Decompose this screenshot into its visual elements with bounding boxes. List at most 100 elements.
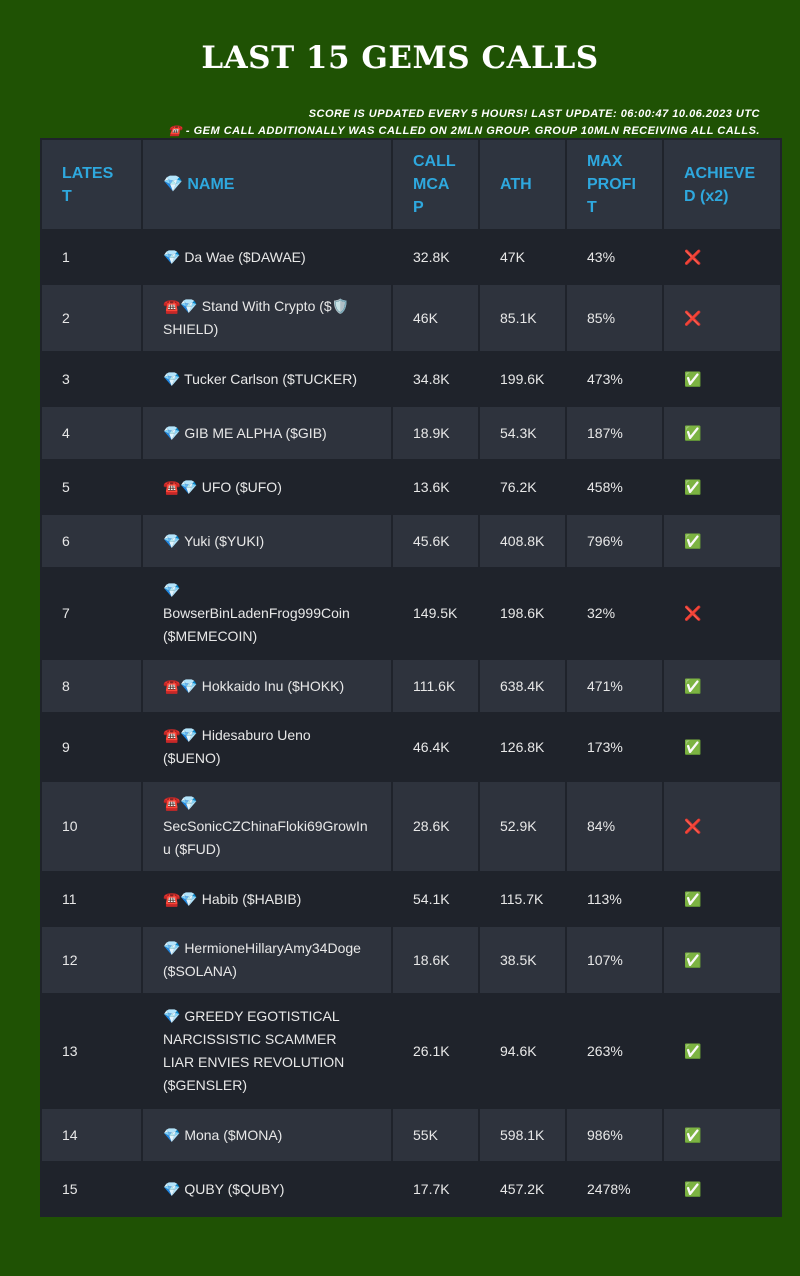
table-cell: 17.7K [391, 1161, 480, 1217]
table-cell: 76.2K [478, 459, 567, 515]
table-cell: 55K [391, 1107, 480, 1163]
table-cell: ✅ [662, 1161, 782, 1217]
table-cell: 34.8K [391, 351, 480, 407]
table-cell: 986% [565, 1107, 664, 1163]
table-cell: 9 [40, 712, 143, 782]
table-cell: 11 [40, 871, 143, 927]
table-cell: ✅ [662, 351, 782, 407]
table-row: 7 💎 BowserBinLadenFrog999Coin ($MEMECOIN)… [40, 567, 782, 660]
table-cell: 187% [565, 405, 664, 461]
table-cell: 💎 Mona ($MONA) [141, 1107, 393, 1163]
table-row: 1 💎 Da Wae ($DAWAE) 32.8K 47K 43% ❌ [40, 229, 782, 285]
table-cell: ❌ [662, 283, 782, 353]
table-cell: 115.7K [478, 871, 567, 927]
table-cell: 126.8K [478, 712, 567, 782]
table-cell: 26.1K [391, 993, 480, 1109]
table-cell: 52.9K [478, 780, 567, 873]
table-cell: 173% [565, 712, 664, 782]
table-cell: 8 [40, 658, 143, 714]
table-cell: ❌ [662, 567, 782, 660]
table-row: 2 ☎️💎 Stand With Crypto ($🛡️SHIELD) 46K 85.… [40, 283, 782, 353]
table-row: 8 ☎️💎 Hokkaido Inu ($HOKK) 111.6K 638.4K 471… [40, 658, 782, 714]
column-header: ACHIEVED (x2) [662, 138, 782, 231]
table-cell: ✅ [662, 925, 782, 995]
table-cell: 457.2K [478, 1161, 567, 1217]
table-cell: 💎 GREEDY EGOTISTICAL NARCISSISTIC SCAMME… [141, 993, 393, 1109]
table-cell: 4 [40, 405, 143, 461]
table-row: 3 💎 Tucker Carlson ($TUCKER) 34.8K 199.6K 47… [40, 351, 782, 407]
table-cell: ☎️💎 Stand With Crypto ($🛡️SHIELD) [141, 283, 393, 353]
table-cell: 45.6K [391, 513, 480, 569]
table-cell: 471% [565, 658, 664, 714]
table-row: 13 💎 GREEDY EGOTISTICAL NARCISSISTIC SCAM… [40, 993, 782, 1109]
table-cell: 46.4K [391, 712, 480, 782]
table-cell: 198.6K [478, 567, 567, 660]
legend-note: ☎️ - GEM CALL ADDITIONALLY WAS CALLED ON… [168, 125, 760, 137]
table-cell: 598.1K [478, 1107, 567, 1163]
table-cell: ☎️💎 UFO ($UFO) [141, 459, 393, 515]
table-cell: 796% [565, 513, 664, 569]
table-cell: ✅ [662, 712, 782, 782]
table-cell: 111.6K [391, 658, 480, 714]
table-cell: 💎 Da Wae ($DAWAE) [141, 229, 393, 285]
table-cell: 13 [40, 993, 143, 1109]
table-cell: ✅ [662, 459, 782, 515]
table-cell: ✅ [662, 993, 782, 1109]
table-cell: 💎 Yuki ($YUKI) [141, 513, 393, 569]
table-cell: 43% [565, 229, 664, 285]
table-cell: ✅ [662, 658, 782, 714]
table-cell: 458% [565, 459, 664, 515]
table-cell: 263% [565, 993, 664, 1109]
table-cell: ✅ [662, 871, 782, 927]
table-cell: ❌ [662, 229, 782, 285]
column-header: CALL MCAP [391, 138, 480, 231]
table-cell: 113% [565, 871, 664, 927]
table-row: 14 💎 Mona ($MONA) 55K 598.1K 986% ✅ [40, 1107, 782, 1163]
table-cell: 💎 HermioneHillaryAmy34Doge ($SOLANA) [141, 925, 393, 995]
table-cell: 15 [40, 1161, 143, 1217]
table-row: 12 💎 HermioneHillaryAmy34Doge ($SOLANA) 18… [40, 925, 782, 995]
table-cell: 84% [565, 780, 664, 873]
table-cell: 10 [40, 780, 143, 873]
table-row: 5 ☎️💎 UFO ($UFO) 13.6K 76.2K 458% ✅ [40, 459, 782, 515]
column-header: LATEST [40, 138, 143, 231]
header-row: LATEST 💎 NAME CALL MCAP ATH MAX PROFIT ACHIEV… [40, 138, 782, 231]
table-cell: 💎 GIB ME ALPHA ($GIB) [141, 405, 393, 461]
table-cell: ❌ [662, 780, 782, 873]
table-cell: 💎 BowserBinLadenFrog999Coin ($MEMECOIN) [141, 567, 393, 660]
table-cell: 54.1K [391, 871, 480, 927]
table-cell: 5 [40, 459, 143, 515]
table-cell: 85.1K [478, 283, 567, 353]
table-cell: 473% [565, 351, 664, 407]
notes: SCORE IS UPDATED EVERY 5 HOURS! LAST UPD… [168, 106, 760, 140]
column-header: MAX PROFIT [565, 138, 664, 231]
table-row: 6 💎 Yuki ($YUKI) 45.6K 408.8K 796% ✅ [40, 513, 782, 569]
table-cell: 💎 Tucker Carlson ($TUCKER) [141, 351, 393, 407]
table-cell: 149.5K [391, 567, 480, 660]
table-cell: 38.5K [478, 925, 567, 995]
table-row: 9 ☎️💎 Hidesaburo Ueno ($UENO) 46.4K 126.8K 1… [40, 712, 782, 782]
table-cell: 3 [40, 351, 143, 407]
table-cell: 2 [40, 283, 143, 353]
table-cell: 32% [565, 567, 664, 660]
table-row: 10 ☎️💎 SecSonicCZChinaFloki69GrowInu ($FU… [40, 780, 782, 873]
table-cell: ☎️💎 Hokkaido Inu ($HOKK) [141, 658, 393, 714]
table-cell: 54.3K [478, 405, 567, 461]
table-row: 15 💎 QUBY ($QUBY) 17.7K 457.2K 2478% ✅ [40, 1161, 782, 1217]
table-cell: 13.6K [391, 459, 480, 515]
table-cell: 408.8K [478, 513, 567, 569]
table-cell: 14 [40, 1107, 143, 1163]
table-cell: 94.6K [478, 993, 567, 1109]
update-note: SCORE IS UPDATED EVERY 5 HOURS! LAST UPD… [308, 108, 760, 120]
table-cell: 107% [565, 925, 664, 995]
table-cell: ☎️💎 SecSonicCZChinaFloki69GrowInu ($FUD) [141, 780, 393, 873]
table-cell: 2478% [565, 1161, 664, 1217]
table-cell: 32.8K [391, 229, 480, 285]
table-cell: ✅ [662, 1107, 782, 1163]
column-header: 💎 NAME [141, 138, 393, 231]
page-title: LAST 15 GEMS CALLS [201, 40, 599, 76]
table-cell: 6 [40, 513, 143, 569]
table-cell: 47K [478, 229, 567, 285]
table-cell: 199.6K [478, 351, 567, 407]
